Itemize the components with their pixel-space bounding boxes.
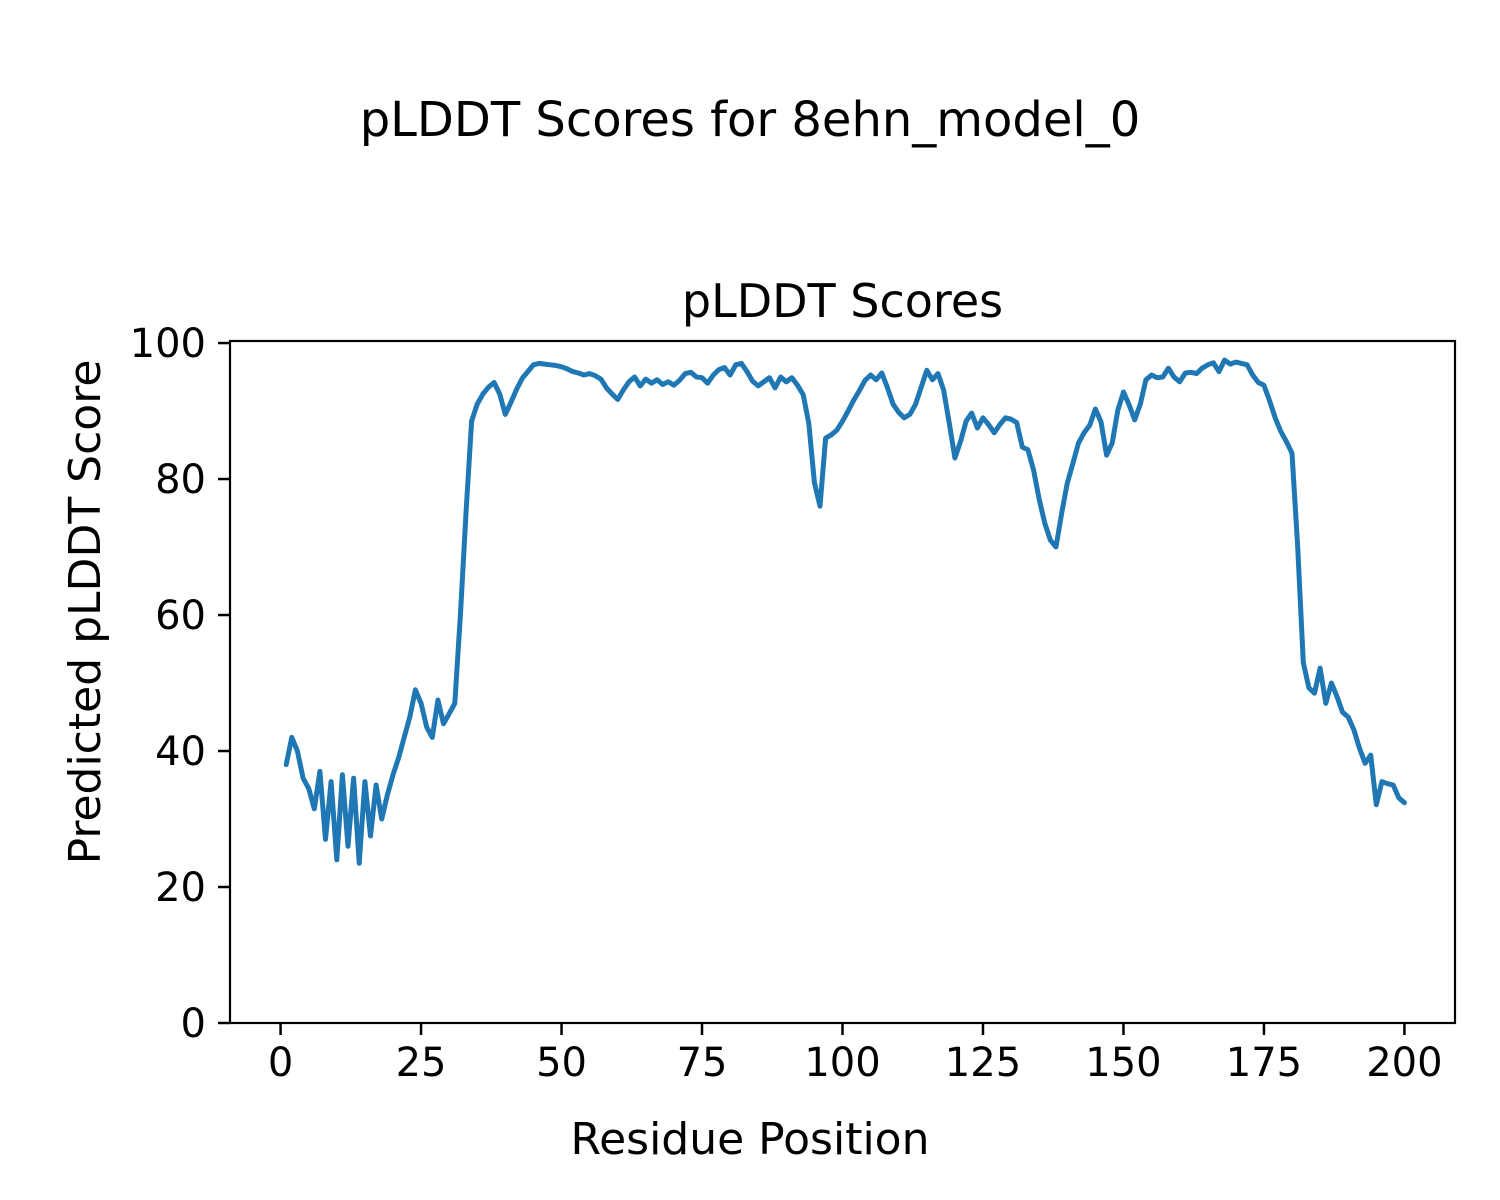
- x-tick-label: 50: [536, 1040, 587, 1086]
- x-tick-label: 125: [945, 1040, 1021, 1086]
- plot-area-border: [228, 339, 1457, 1025]
- y-tick-label: 100: [130, 321, 206, 367]
- y-tick-label: 80: [155, 457, 206, 503]
- axes-title: pLDDT Scores: [681, 274, 1004, 328]
- y-axis: 0 20 40 60 80 100: [130, 321, 230, 1047]
- figure-suptitle: pLDDT Scores for 8ehn_model_0: [359, 92, 1141, 148]
- x-tick-label: 75: [677, 1040, 728, 1086]
- y-tick-label: 40: [155, 729, 206, 775]
- x-tick-label: 25: [396, 1040, 447, 1086]
- x-tick-label: 175: [1226, 1040, 1302, 1086]
- x-tick-label: 150: [1085, 1040, 1161, 1086]
- x-tick-label: 200: [1366, 1040, 1442, 1086]
- x-axis: 0 25 50 75 100 125 150 175 200: [268, 1023, 1443, 1086]
- plddt-line: [283, 357, 1407, 866]
- y-tick-label: 20: [155, 865, 206, 911]
- y-tick-label: 0: [181, 1001, 206, 1047]
- x-tick-label: 100: [804, 1040, 880, 1086]
- x-axis-label: Residue Position: [570, 1114, 930, 1165]
- y-tick-label: 60: [155, 593, 206, 639]
- x-tick-label: 0: [268, 1040, 293, 1086]
